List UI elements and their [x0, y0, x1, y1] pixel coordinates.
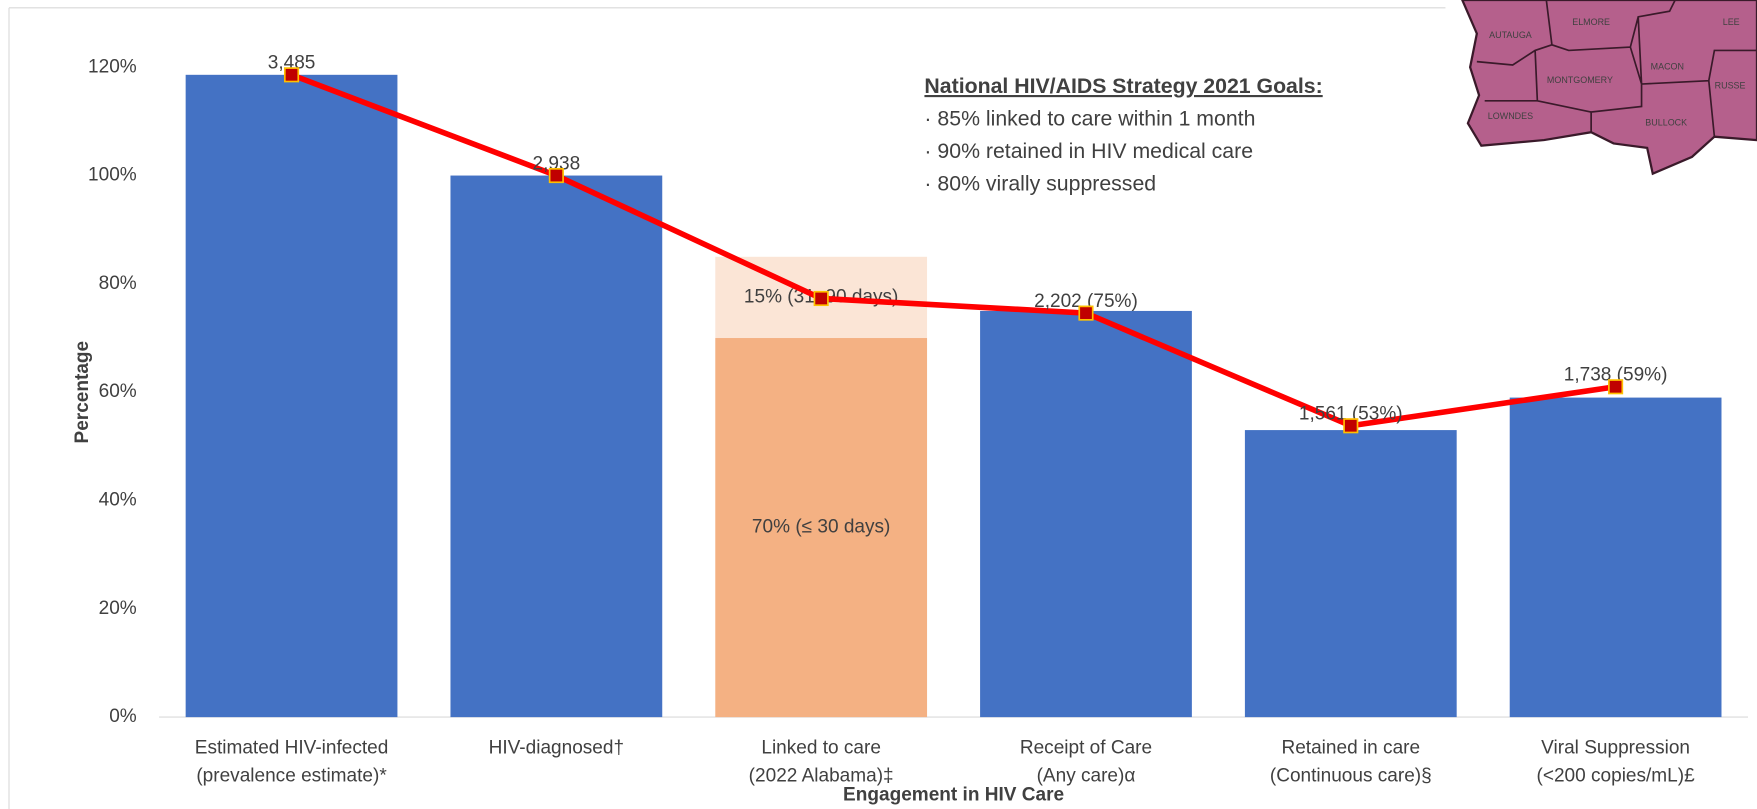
- marker: [813, 290, 829, 307]
- x-tick-label: (prevalence estimate)*: [196, 766, 387, 787]
- bar: [185, 74, 398, 718]
- bar: [715, 338, 928, 718]
- x-tick-label: HIV-diagnosed†: [489, 738, 624, 759]
- y-tick-label: 20%: [99, 598, 137, 619]
- map-label: ELMORE: [1572, 17, 1610, 27]
- bar: [1244, 430, 1457, 718]
- y-axis-title: Percentage: [72, 341, 93, 444]
- line: [290, 72, 1617, 429]
- x-tick-label: (2022 Alabama)‡: [749, 766, 894, 787]
- x-axis-title: Engagement in HIV Care: [843, 785, 1064, 806]
- x-tick-label: (Any care)α: [1037, 766, 1136, 787]
- x-tick-label: Viral Suppression: [1541, 738, 1690, 759]
- goal-item: · 85% linked to care within 1 month: [924, 107, 1255, 131]
- bar: [1509, 397, 1722, 718]
- goal-item: · 80% virally suppressed: [924, 172, 1156, 196]
- marker: [1608, 379, 1624, 395]
- map-label: MONTGOMERY: [1547, 75, 1613, 85]
- y-tick-label: 120%: [88, 56, 137, 77]
- bar: [980, 310, 1192, 718]
- y-tick-label: 40%: [99, 490, 137, 511]
- marker: [1343, 418, 1359, 434]
- map-label: RUSSE: [1715, 81, 1746, 91]
- goal-item: · 90% retained in HIV medical care: [924, 139, 1253, 163]
- data-label: 2,938: [533, 153, 581, 174]
- data-label: 1,561 (53%): [1299, 404, 1403, 425]
- x-tick-label: Receipt of Care: [1020, 738, 1152, 759]
- x-tick-label: Estimated HIV-infected: [195, 738, 389, 759]
- x-tick-label: (Continuous care)§: [1270, 766, 1432, 787]
- marker: [283, 67, 300, 83]
- data-label: 3,485: [268, 53, 316, 74]
- map-label: MACON: [1651, 62, 1684, 72]
- county-borders: [1476, 0, 1757, 137]
- y-tick-label: 100%: [88, 165, 137, 186]
- data-label: 70% (≤ 30 days): [752, 517, 890, 538]
- map-shape: [1461, 0, 1757, 176]
- map-label: AUTAUGA: [1489, 30, 1532, 40]
- goals-title: National HIV/AIDS Strategy 2021 Goals:: [924, 74, 1322, 98]
- x-tick-label: Linked to care: [761, 738, 881, 759]
- data-label: 2,202 (75%): [1034, 291, 1138, 312]
- y-tick-label: 0%: [109, 706, 137, 727]
- map: AUTAUGA ELMORE LEE MONTGOMERY MACON RUSSE LOWN…: [1461, 0, 1757, 176]
- data-label: 1,738 (59%): [1564, 365, 1668, 386]
- map-label: BULLOCK: [1645, 118, 1687, 128]
- map-label: LEE: [1723, 17, 1740, 27]
- x-tick-label: (<200 copies/mL)£: [1537, 766, 1696, 787]
- marker: [1078, 305, 1094, 321]
- y-tick-label: 80%: [99, 273, 137, 294]
- map-label: LOWNDES: [1488, 111, 1533, 121]
- x-tick-label: Retained in care: [1281, 738, 1420, 759]
- marker: [548, 167, 564, 184]
- bar: [450, 175, 663, 718]
- y-tick-label: 60%: [99, 381, 137, 402]
